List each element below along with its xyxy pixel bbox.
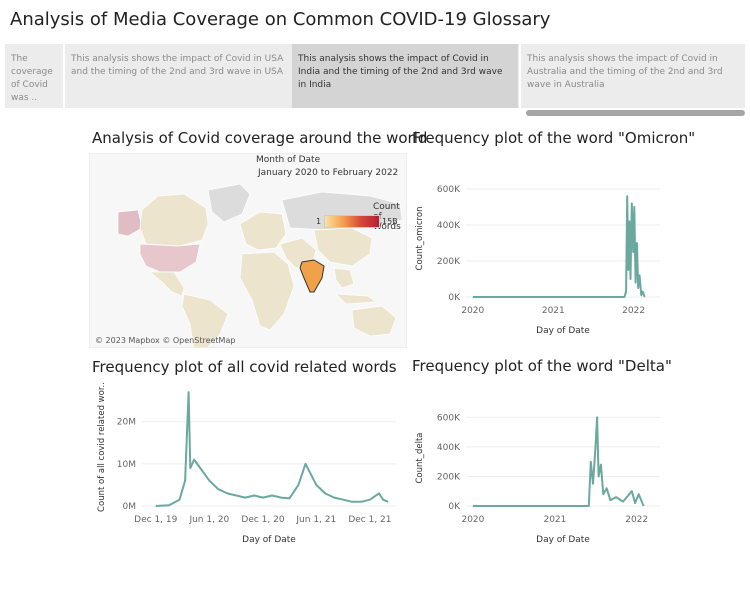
x-tick-label: 2020	[461, 515, 484, 525]
y-tick-label: 0M	[123, 502, 137, 512]
map-filter-label: Month of Date	[256, 155, 321, 165]
series-line	[472, 195, 646, 298]
x-tick-label: Jun 1, 20	[188, 515, 229, 525]
map-canvas[interactable]	[90, 154, 407, 348]
map-legend-gradient	[324, 215, 380, 228]
y-tick-label: 400K	[437, 221, 461, 231]
y-tick-label: 200K	[437, 472, 461, 482]
world-map[interactable]: Month of Date January 2020 to February 2…	[89, 153, 407, 348]
y-tick-label: 400K	[437, 443, 461, 453]
story-scrollbar[interactable]	[526, 110, 745, 116]
x-tick-label: 2022	[622, 306, 645, 316]
africa-shape	[239, 251, 295, 331]
story-point-4[interactable]: This analysis shows the impact of Covid …	[519, 44, 745, 108]
y-axis-label: Count_omicron	[415, 207, 425, 271]
map-legend-max: 15B	[382, 217, 398, 226]
y-tick-label: 0K	[448, 502, 461, 512]
map-title: Analysis of Covid coverage around the wo…	[92, 129, 428, 147]
greenland-shape	[207, 183, 251, 223]
y-tick-label: 20M	[117, 418, 136, 428]
canada-shape	[139, 193, 209, 247]
x-tick-label: Dec 1, 19	[134, 515, 177, 525]
delta-chart-title: Frequency plot of the word "Delta"	[412, 357, 672, 375]
usa-shape	[139, 243, 201, 273]
y-tick-label: 200K	[437, 257, 461, 267]
map-filter-value[interactable]: January 2020 to February 2022	[258, 168, 399, 178]
x-tick-label: Dec 1, 21	[348, 515, 391, 525]
x-tick-label: 2020	[461, 306, 484, 316]
omicron-chart-title: Frequency plot of the word "Omicron"	[412, 129, 696, 147]
map-credit: © 2023 Mapbox © OpenStreetMap	[95, 336, 236, 345]
y-axis-label: Count_delta	[415, 432, 425, 483]
map-legend-min: 1	[316, 217, 322, 226]
x-axis-label: Day of Date	[242, 535, 296, 545]
all-words-chart-title: Frequency plot of all covid related word…	[92, 358, 397, 376]
mexico-shape	[149, 271, 185, 297]
dashboard-title: Analysis of Media Coverage on Common COV…	[10, 9, 551, 30]
y-tick-label: 600K	[437, 413, 461, 423]
y-axis-label: Count of all covid related wor..	[97, 382, 107, 512]
y-tick-label: 600K	[437, 185, 461, 195]
story-point-3[interactable]: This analysis shows the impact of Covid …	[292, 44, 518, 108]
china-shape	[313, 227, 373, 267]
series-line	[155, 391, 389, 507]
delta-chart[interactable]: 0K 200K 400K 600K 2020 2021 2022 Day of Date Cou…	[410, 398, 666, 552]
x-axis-label: Day of Date	[536, 326, 590, 336]
omicron-chart[interactable]: 0K 200K 400K 600K 2020 2021 2022 Day of Date Cou…	[410, 170, 666, 348]
x-tick-label: 2022	[625, 515, 648, 525]
x-axis-label: Day of Date	[536, 535, 590, 545]
story-point-1[interactable]: The coverage of Covid was ..	[11, 54, 53, 103]
series-line	[472, 416, 645, 507]
south-america-shape	[181, 293, 229, 347]
europe-shape	[239, 211, 287, 251]
story-point-2[interactable]: This analysis shows the impact of Covid …	[63, 44, 291, 108]
x-tick-label: Dec 1, 20	[241, 515, 284, 525]
india-shape	[299, 259, 325, 293]
x-tick-label: Jun 1, 21	[295, 515, 336, 525]
x-tick-label: 2021	[543, 515, 566, 525]
southeast-asia-shape	[333, 267, 355, 289]
story-navigator: The coverage of Covid was .. This analys…	[5, 44, 745, 108]
y-tick-label: 10M	[117, 460, 136, 470]
y-tick-label: 0K	[448, 293, 461, 303]
alaska-shape	[117, 209, 143, 237]
x-tick-label: 2021	[542, 306, 565, 316]
all-words-chart[interactable]: 0M 10M 20M Dec 1, 19 Jun 1, 20 Dec 1, 20 Jun 1…	[92, 380, 402, 552]
indonesia-shape	[335, 293, 377, 305]
australia-shape	[351, 305, 397, 337]
